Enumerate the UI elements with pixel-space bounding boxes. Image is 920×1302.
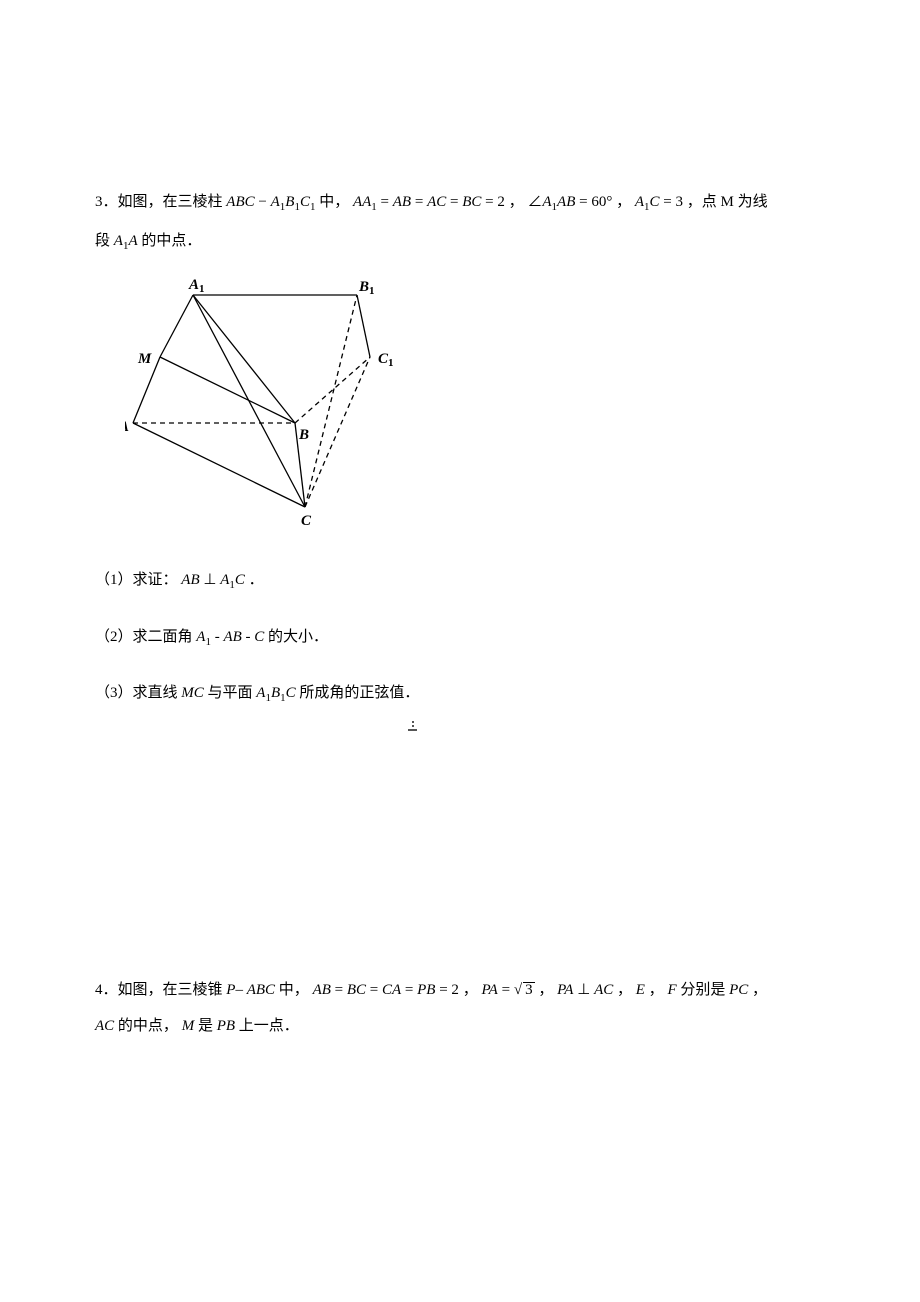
p3-figure: A1 B1 C1 M A B C (125, 275, 825, 540)
svg-text:C: C (301, 513, 312, 529)
svg-text:A: A (125, 419, 129, 435)
p4-line1: 4．如图，在三棱锥 P– ABC 中， AB = BC = CA = PB = … (95, 978, 825, 1002)
prism-diagram: A1 B1 C1 M A B C (125, 275, 400, 535)
p4-line2: AC 的中点， M 是 PB 上一点． (95, 1014, 825, 1038)
p3-prism-expr2: A (271, 194, 280, 210)
svg-text:A1: A1 (188, 277, 205, 295)
p3-number: 3． (95, 194, 118, 210)
p3-line2: 段 A1A 的中点． (95, 229, 825, 256)
svg-text:C1: C1 (378, 351, 394, 369)
svg-text:M: M (137, 351, 152, 367)
p3-part1: （1）求证： AB ⊥ A1C ． (95, 568, 825, 595)
p3-part2: （2）求二面角 A1 - AB - C 的大小． (95, 625, 825, 652)
p3-zhong: 中， (319, 194, 349, 210)
svg-text:B1: B1 (358, 279, 375, 297)
p3-line1: 3．如图，在三棱柱 ABC − A1B1C1 中， AA1 = AB = AC … (95, 190, 825, 217)
page-marker-icon (408, 721, 417, 731)
svg-text:B: B (298, 427, 309, 443)
p3-text-1: 如图，在三棱柱 (118, 194, 223, 210)
p3-parts: （1）求证： AB ⊥ A1C ． （2）求二面角 A1 - AB - C 的大… (95, 568, 825, 708)
p3-part3: （3）求直线 MC 与平面 A1B1C 所成角的正弦值． (95, 681, 825, 708)
p3-prism-expr: ABC (226, 194, 254, 210)
p4-number: 4． (95, 982, 118, 998)
p3-edges: AA (353, 194, 371, 210)
sqrt-icon: √3 (514, 978, 535, 1002)
